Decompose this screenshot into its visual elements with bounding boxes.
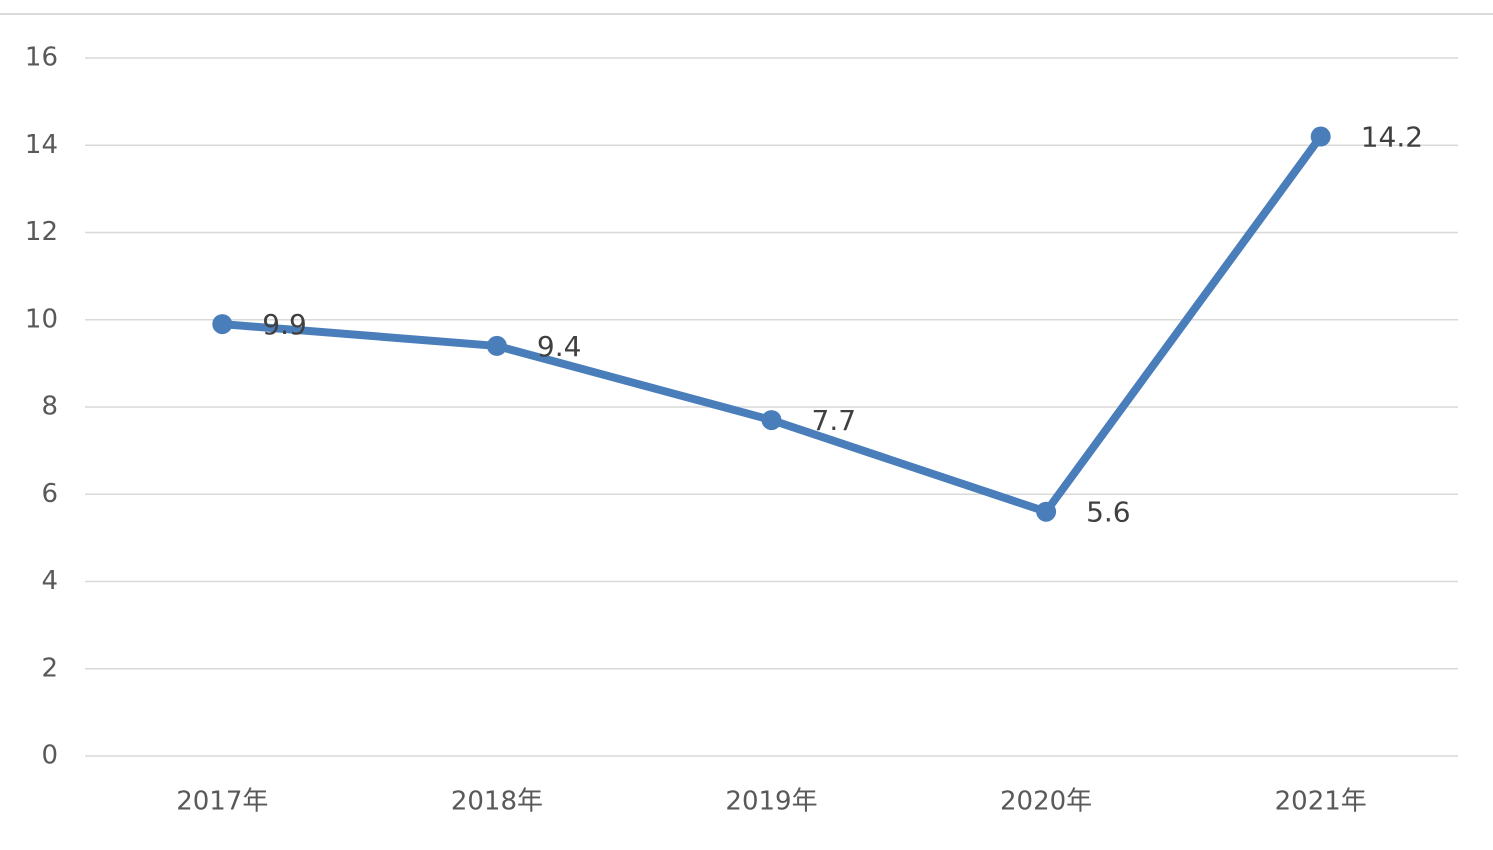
x-tick-label: 2018年 <box>451 787 543 817</box>
x-tick-label: 2017年 <box>176 787 268 817</box>
data-point <box>1310 126 1331 147</box>
data-point <box>212 314 233 335</box>
y-tick-label: 2 <box>41 653 58 683</box>
x-tick-label: 2021年 <box>1275 787 1367 817</box>
data-point <box>486 335 507 356</box>
y-tick-label: 0 <box>41 741 58 771</box>
data-label: 14.2 <box>1361 121 1423 154</box>
data-label: 5.6 <box>1086 496 1131 529</box>
data-point <box>761 410 782 431</box>
data-label: 9.4 <box>537 330 582 363</box>
y-tick-label: 14 <box>25 130 58 160</box>
y-tick-label: 16 <box>25 43 58 73</box>
y-tick-label: 12 <box>25 217 58 247</box>
y-tick-label: 6 <box>41 479 58 509</box>
y-tick-label: 10 <box>25 304 58 334</box>
x-tick-label: 2019年 <box>725 787 817 817</box>
data-label: 9.9 <box>262 308 307 341</box>
data-point <box>1036 501 1057 522</box>
x-tick-label: 2020年 <box>1000 787 1092 817</box>
y-tick-label: 8 <box>41 392 58 422</box>
y-tick-label: 4 <box>41 566 58 596</box>
data-label: 7.7 <box>812 404 857 437</box>
data-line <box>221 134 1324 516</box>
